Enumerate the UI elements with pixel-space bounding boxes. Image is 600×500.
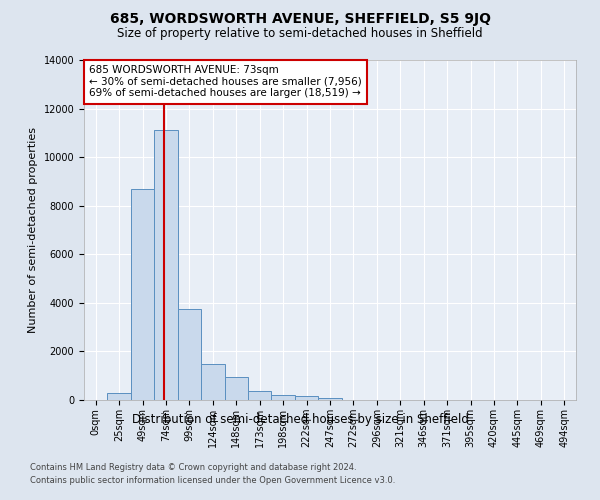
- Text: Contains HM Land Registry data © Crown copyright and database right 2024.: Contains HM Land Registry data © Crown c…: [30, 462, 356, 471]
- Text: Contains public sector information licensed under the Open Government Licence v3: Contains public sector information licen…: [30, 476, 395, 485]
- Bar: [318, 398, 342, 400]
- Bar: [154, 130, 178, 400]
- Bar: [107, 392, 131, 400]
- Bar: [201, 364, 224, 400]
- Bar: [295, 396, 318, 400]
- Text: 685, WORDSWORTH AVENUE, SHEFFIELD, S5 9JQ: 685, WORDSWORTH AVENUE, SHEFFIELD, S5 9J…: [110, 12, 491, 26]
- Bar: [131, 188, 154, 400]
- Bar: [224, 377, 248, 400]
- Bar: [248, 391, 271, 400]
- Bar: [271, 394, 295, 400]
- Bar: [178, 309, 201, 400]
- Text: Distribution of semi-detached houses by size in Sheffield: Distribution of semi-detached houses by …: [131, 412, 469, 426]
- Text: Size of property relative to semi-detached houses in Sheffield: Size of property relative to semi-detach…: [117, 28, 483, 40]
- Y-axis label: Number of semi-detached properties: Number of semi-detached properties: [28, 127, 38, 333]
- Text: 685 WORDSWORTH AVENUE: 73sqm
← 30% of semi-detached houses are smaller (7,956)
6: 685 WORDSWORTH AVENUE: 73sqm ← 30% of se…: [89, 65, 362, 98]
